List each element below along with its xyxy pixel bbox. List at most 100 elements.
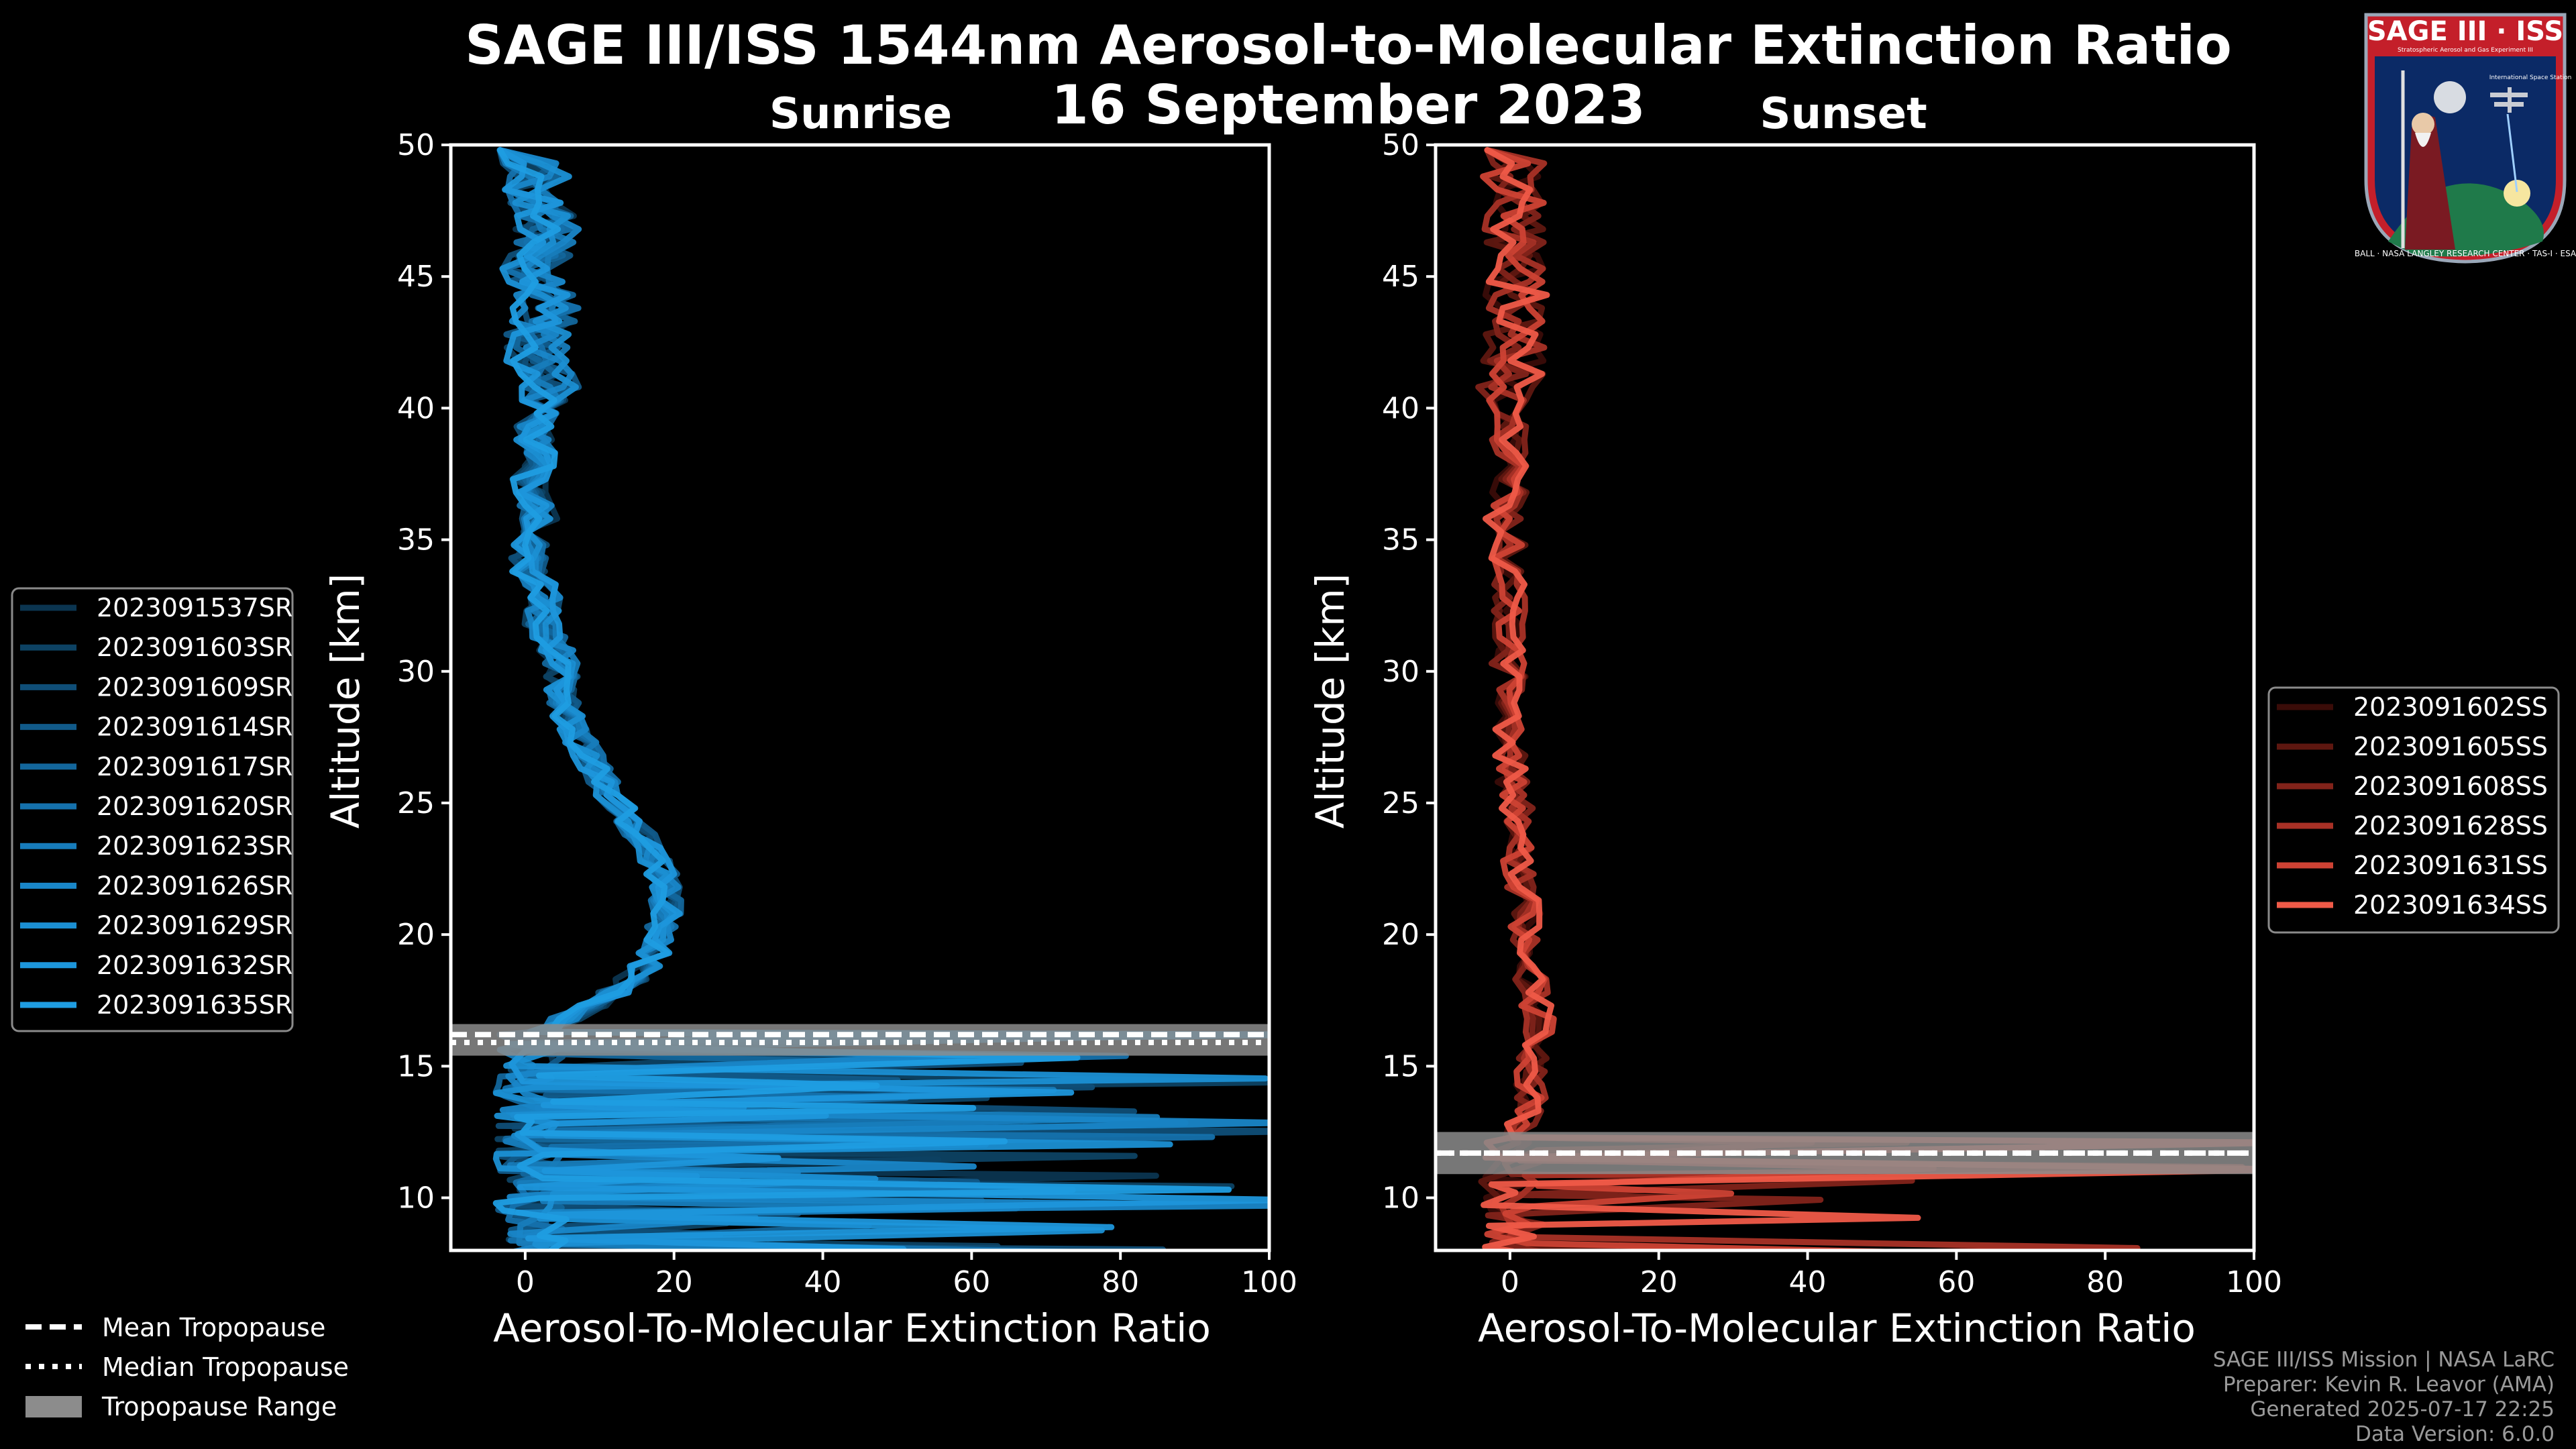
median-tropopause-label: Median Tropopause: [102, 1352, 349, 1382]
sunrise-legend-items: 2023091537SR 2023091603SR 2023091609SR 2023…: [20, 593, 292, 1020]
y-tick-label: 45: [1382, 260, 1419, 294]
logo-subtitle: Stratospheric Aerosol and Gas Experiment…: [2398, 47, 2533, 54]
y-tick-label: 35: [397, 523, 435, 557]
legend-label: 2023091634SS: [2353, 890, 2548, 920]
sunrise-plot-area: [451, 145, 1269, 1250]
y-tick-label: 20: [1382, 918, 1419, 952]
tropopause-range-label: Tropopause Range: [101, 1392, 337, 1421]
sunset-plot-frame: [1434, 143, 2256, 1252]
y-tick-label: 15: [1382, 1049, 1419, 1083]
legend-label: 2023091629SR: [97, 911, 292, 941]
sunset-profiles: [1475, 147, 2254, 1250]
x-tick-label: 20: [1640, 1265, 1678, 1299]
x-tick-label: 40: [804, 1265, 842, 1299]
sunrise-legend: 2023091537SR 2023091603SR 2023091609SR 2023…: [11, 587, 294, 1032]
x-tick-label: 60: [1937, 1265, 1975, 1299]
y-tick-label: 10: [1382, 1181, 1419, 1216]
legend-label: 2023091614SR: [97, 712, 292, 742]
legend-label: 2023091631SS: [2353, 851, 2548, 880]
x-tick-label: 0: [1501, 1265, 1519, 1299]
figure-title: SAGE III/ISS 1544nm Aerosol-to-Molecular…: [465, 14, 2232, 76]
sunset-legend-box: [2267, 686, 2560, 934]
sunrise-tropopause: [451, 1024, 1269, 1056]
credit-preparer: Preparer: Kevin R. Leavor (AMA): [2223, 1373, 2555, 1397]
sunrise-y-axis-label: Altitude [km]: [323, 574, 368, 828]
sunset-x-tick-labels: 0 20 40 60 80 100: [1501, 1265, 2282, 1299]
x-tick-label: 80: [2086, 1265, 2124, 1299]
credit-generated: Generated 2025-07-17 22:25: [2250, 1397, 2555, 1421]
legend-label: 2023091603SR: [97, 633, 292, 662]
sunset-y-tick-labels: 10 15 20 25 30 35 40 45 50: [1382, 128, 1419, 1216]
profile-line-2023091634SS: [1481, 147, 2254, 1250]
sun-icon: [2504, 180, 2530, 207]
x-tick-label: 80: [1102, 1265, 1139, 1299]
x-tick-label: 20: [655, 1265, 693, 1299]
x-tick-label: 40: [1789, 1265, 1827, 1299]
legend-label: 2023091608SS: [2353, 771, 2548, 801]
y-tick-label: 40: [1382, 391, 1419, 425]
y-tick-label: 15: [397, 1049, 435, 1083]
sunrise-profiles: [492, 147, 1269, 1250]
legend-label: 2023091623SR: [97, 831, 292, 861]
x-tick-label: 100: [1241, 1265, 1297, 1299]
profile-line-2023091631SS: [1480, 147, 1956, 1250]
legend-label: 2023091602SS: [2353, 692, 2548, 722]
sunrise-y-tick-labels: 10 15 20 25 30 35 40 45 50: [397, 128, 435, 1216]
y-tick-label: 10: [397, 1181, 435, 1216]
sunset-y-axis-label: Altitude [km]: [1307, 574, 1353, 828]
sage-iii-iss-logo: SAGE III · ISS Stratospheric Aerosol and…: [2355, 13, 2576, 264]
y-tick-label: 35: [1382, 523, 1419, 557]
legend-label: 2023091620SR: [97, 792, 292, 821]
sunset-legend-items: 2023091602SS 2023091605SS 2023091608SS 2023…: [2277, 692, 2548, 920]
x-tick-label: 100: [2226, 1265, 2282, 1299]
legend-label: 2023091617SR: [97, 752, 292, 782]
sunrise-x-axis-label: Aerosol-To-Molecular Extinction Ratio: [493, 1305, 1211, 1351]
y-tick-label: 50: [397, 128, 435, 162]
y-tick-label: 25: [1382, 786, 1419, 820]
x-tick-label: 60: [953, 1265, 990, 1299]
tropopause-range-swatch: [25, 1396, 82, 1417]
credit-mission: SAGE III/ISS Mission | NASA LaRC: [2213, 1348, 2555, 1372]
legend-label: 2023091537SR: [97, 593, 292, 623]
figure-date: 16 September 2023: [1051, 74, 1646, 136]
y-tick-label: 30: [1382, 655, 1419, 689]
y-tick-label: 40: [397, 391, 435, 425]
sunrise-panel-title: Sunrise: [769, 89, 952, 139]
sunset-panel-title: Sunset: [1760, 89, 1927, 139]
sunset-plot-area: [1436, 145, 2254, 1250]
x-tick-label: 0: [516, 1265, 535, 1299]
sunrise-panel: Sunrise Altitude [km] Aerosol-To-Molecul…: [323, 89, 1297, 1351]
wizard-figure-icon: [2405, 115, 2455, 250]
sunrise-legend-box: [11, 587, 294, 1032]
y-tick-label: 45: [397, 260, 435, 294]
logo-station: International Space Station: [2489, 74, 2572, 81]
legend-label: 2023091626SR: [97, 871, 292, 900]
legend-label: 2023091609SR: [97, 672, 292, 702]
sunset-x-axis-label: Aerosol-To-Molecular Extinction Ratio: [1478, 1305, 2196, 1351]
y-tick-label: 20: [397, 918, 435, 952]
legend-label: 2023091628SS: [2353, 811, 2548, 841]
logo-title: SAGE III · ISS: [2367, 16, 2563, 47]
profile-line-2023091635SR: [492, 147, 1232, 1250]
space-station-icon: [2490, 87, 2528, 113]
legend-label: 2023091632SR: [97, 951, 292, 980]
sunset-tropopause: [1436, 1132, 2254, 1175]
moon-icon: [2434, 81, 2466, 113]
sunset-tick-marks: [1426, 144, 2255, 1260]
y-tick-label: 25: [397, 786, 435, 820]
legend-label: 2023091635SR: [97, 990, 292, 1020]
sunrise-plot-frame: [449, 143, 1271, 1252]
logo-ring-text: BALL · NASA LANGLEY RESEARCH CENTER · TA…: [2355, 249, 2576, 258]
sunset-panel: Sunset Altitude [km] Aerosol-To-Molecula…: [1307, 89, 2282, 1351]
tropopause-legend: Mean Tropopause Median Tropopause Tropop…: [25, 1313, 349, 1421]
mean-tropopause-label: Mean Tropopause: [102, 1313, 325, 1342]
sunset-legend: 2023091602SS 2023091605SS 2023091608SS 2023…: [2267, 686, 2560, 934]
y-tick-label: 50: [1382, 128, 1419, 162]
legend-label: 2023091605SS: [2353, 732, 2548, 761]
credits: SAGE III/ISS Mission | NASA LaRC Prepare…: [2213, 1348, 2555, 1446]
credit-data-version: Data Version: 6.0.0: [2355, 1422, 2555, 1446]
sunrise-x-tick-labels: 0 20 40 60 80 100: [516, 1265, 1297, 1299]
y-tick-label: 30: [397, 655, 435, 689]
sunrise-tick-marks: [441, 144, 1271, 1260]
